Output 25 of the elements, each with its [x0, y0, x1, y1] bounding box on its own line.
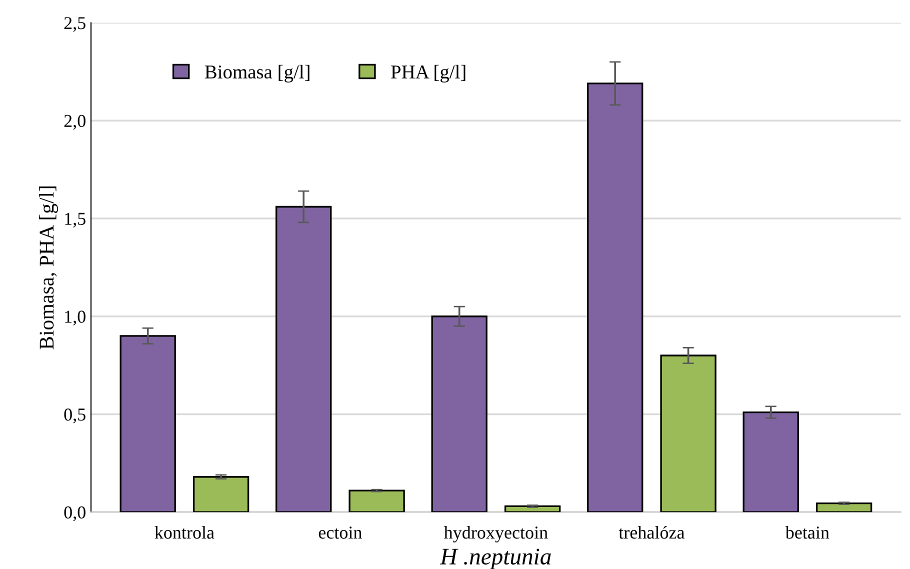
bar — [816, 502, 872, 512]
bar — [192, 476, 250, 512]
x-axis-title: H .neptunia — [440, 548, 551, 569]
y-tick-label: 1,5 — [65, 212, 86, 228]
x-tick-label: betain — [785, 526, 830, 539]
y-tick-label: 0,5 — [64, 408, 86, 424]
bar — [660, 354, 716, 512]
bar — [120, 335, 176, 512]
legend-label: PHA [g/l] — [391, 64, 466, 83]
bar — [348, 490, 405, 512]
bar — [587, 82, 644, 512]
x-tick-label: hydroxyectoin — [444, 526, 548, 542]
bar — [504, 505, 561, 512]
y-tick-label: 0,0 — [64, 506, 86, 522]
y-tick-label: 1,0 — [65, 310, 86, 326]
x-tick-label: trehalóza — [618, 526, 685, 539]
y-axis-title: Biomasa, PHA [g/l] — [39, 186, 58, 350]
y-tick-label: 2,0 — [64, 114, 86, 130]
bar — [742, 411, 799, 512]
bar — [276, 206, 332, 512]
legend-label: Biomasa [g/l] — [204, 64, 310, 83]
x-tick-label: kontrola — [154, 526, 214, 539]
y-tick-label: 2,5 — [64, 17, 86, 32]
x-tick-label: ectoin — [318, 526, 362, 539]
bar — [431, 316, 488, 512]
